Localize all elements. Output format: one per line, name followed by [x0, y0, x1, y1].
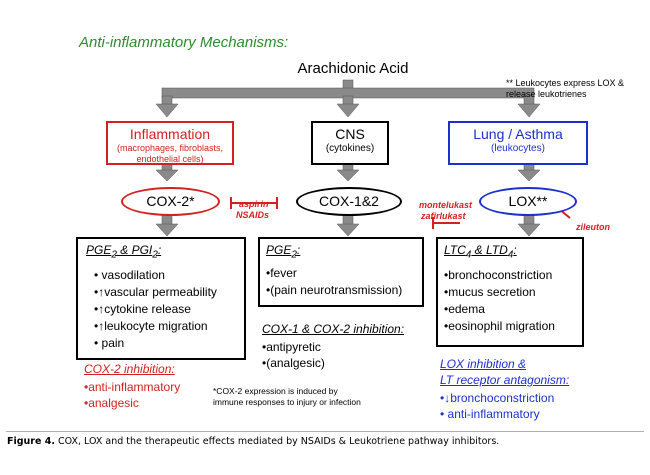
ltc4-ltd4-heading: LTC4 & LTD4: — [444, 243, 517, 261]
list-item: •↓bronchoconstriction — [440, 391, 555, 405]
cns-box: CNS (cytokines) — [311, 121, 389, 165]
caption-divider — [6, 431, 644, 432]
list-item: •↑cytokine release — [94, 302, 191, 316]
inflammation-sub: (macrophages, fibroblasts, endothelial c… — [116, 143, 224, 164]
list-item: •bronchoconstriction — [444, 268, 553, 282]
lung-effects-list: •bronchoconstriction •mucus secretion •e… — [444, 267, 555, 335]
cox2-inhibition-heading: COX-2 inhibition: — [84, 362, 175, 376]
pge2-heading: PGE2: — [266, 243, 301, 261]
leukocyte-note: ** Leukocytes express LOX & release leuk… — [506, 78, 625, 99]
list-item: •mucus secretion — [444, 285, 536, 299]
list-item: •(pain neurotransmission) — [266, 283, 403, 297]
list-item: • vasodilation — [94, 268, 165, 282]
lung-effects-box: LTC4 & LTD4: •bronchoconstriction •mucus… — [436, 237, 584, 347]
zafirlukast-label: zafirlukast — [421, 211, 466, 221]
inflammation-box: Inflammation (macrophages, fibroblasts, … — [106, 121, 234, 165]
list-item: •eosinophil migration — [444, 319, 555, 333]
lung-label: Lung / Asthma — [473, 126, 563, 142]
caption-text: COX, LOX and the therapeutic effects med… — [58, 436, 500, 447]
cox12-node: COX-1&2 — [296, 187, 402, 216]
list-item: •(analgesic) — [262, 356, 325, 370]
lox-node: LOX** — [479, 187, 577, 216]
montelukast-label: montelukast — [419, 200, 473, 210]
list-item: • anti-inflammatory — [440, 407, 540, 421]
pge2-pgi2-heading: PGE2 & PGI2: — [86, 243, 162, 261]
zileuton-label: zileuton — [576, 222, 610, 232]
cox12-inhibition-heading: COX-1 & COX-2 inhibition: — [262, 322, 405, 336]
list-item: •↑vascular permeability — [94, 285, 217, 299]
lung-box: Lung / Asthma (leukocytes) — [448, 121, 588, 165]
inflammation-effects-box: PGE2 & PGI2: • vasodilation •↑vascular p… — [76, 237, 246, 360]
aspirin-label: aspirin — [239, 199, 269, 209]
lox-inhibition-heading-2: LT receptor antagonism: — [440, 373, 570, 387]
list-item: •↑leukocyte migration — [94, 319, 208, 333]
diagram-title: Anti-inflammatory Mechanisms: — [79, 34, 289, 51]
list-item: •anti-inflammatory — [84, 380, 181, 394]
cox2-inhibition-list: •anti-inflammatory •analgesic — [84, 379, 180, 411]
source-label: Arachidonic Acid — [297, 60, 409, 77]
list-item: •edema — [444, 302, 485, 316]
cns-effects-list: •fever •(pain neurotransmission) — [266, 265, 402, 299]
inflammation-effects-list: • vasodilation •↑vascular permeability •… — [94, 267, 217, 352]
list-item: •analgesic — [84, 396, 139, 410]
cns-label: CNS — [335, 126, 365, 142]
lox-inhibition-list: •↓bronchoconstriction • anti-inflammator… — [440, 390, 554, 422]
inflammation-label: Inflammation — [129, 126, 211, 142]
nsaids-label: NSAIDs — [236, 210, 270, 220]
cox2-node: COX-2* — [121, 187, 220, 216]
list-item: •fever — [266, 266, 297, 280]
cns-sub: (cytokines) — [325, 143, 375, 154]
lung-sub: (leukocytes) — [491, 143, 545, 154]
caption-label: Figure 4. — [7, 436, 55, 447]
cox2-footnote: *COX-2 expression is induced by immune r… — [213, 386, 361, 407]
cns-effects-box: PGE2: •fever •(pain neurotransmission) — [258, 237, 424, 307]
list-item: • pain — [94, 336, 125, 350]
cox12-inhibition-list: •antipyretic •(analgesic) — [262, 339, 325, 371]
list-item: •antipyretic — [262, 340, 321, 354]
lox-inhibition-heading-1: LOX inhibition & — [440, 357, 527, 371]
figure-caption: Figure 4. COX, LOX and the therapeutic e… — [7, 436, 499, 447]
